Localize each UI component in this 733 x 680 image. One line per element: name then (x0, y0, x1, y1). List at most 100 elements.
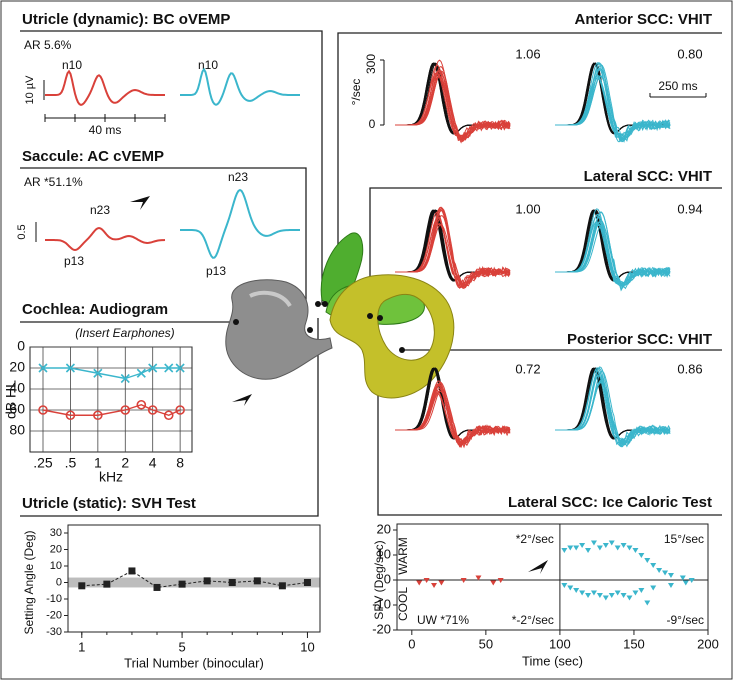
scale-label: 0.5 (16, 224, 28, 239)
marker (596, 593, 603, 598)
plot-area (67, 524, 321, 633)
peak-label: p13 (206, 264, 226, 278)
marker (638, 588, 645, 593)
annotation: -9°/sec (667, 613, 704, 627)
y-tick-label: -30 (46, 626, 62, 638)
annotation: WARM (396, 537, 410, 575)
waveform (45, 69, 165, 106)
marker (650, 563, 657, 568)
gain: 1.06 (515, 46, 540, 61)
y-tick-label: 20 (9, 359, 25, 375)
time-bar (44, 114, 166, 122)
panel-title: Anterior SCC: VHIT (574, 11, 712, 28)
marker (253, 577, 261, 585)
x-tick-label: 1 (94, 455, 102, 471)
marker (93, 368, 103, 378)
y-tick-label: -20 (46, 609, 62, 621)
y-tick-label: -10 (46, 593, 62, 605)
subtitle: (Insert Earphones) (75, 326, 174, 340)
waveform (395, 208, 511, 289)
waveform (555, 224, 671, 285)
marker (136, 399, 147, 410)
annotation: 15°/sec (664, 532, 704, 546)
marker (608, 540, 615, 546)
peak-label: n23 (228, 170, 248, 184)
x-tick-label: 200 (697, 636, 719, 651)
x-tick-label: 4 (149, 455, 157, 471)
x-tick-label: .25 (33, 455, 53, 471)
gain: 1.00 (515, 201, 540, 216)
y-tick-label: 20 (50, 543, 62, 555)
x-tick-label: 5 (178, 639, 185, 654)
vhit-axis-label: 0 (369, 117, 376, 131)
x-tick-label: 8 (176, 455, 184, 471)
y-tick-label: 0 (17, 338, 25, 354)
marker (656, 568, 663, 573)
marker (423, 578, 430, 583)
x-axis-title: kHz (99, 469, 123, 485)
arrowhead (130, 196, 150, 210)
x-tick-label: .5 (65, 455, 77, 471)
marker (567, 585, 574, 591)
scale-label: 10 µV (24, 75, 36, 105)
y-tick-label: 0 (384, 571, 391, 586)
arrowhead (528, 560, 548, 574)
marker (561, 583, 568, 588)
marker (561, 548, 568, 553)
marker (136, 368, 146, 378)
marker (626, 595, 633, 601)
annotation: UW *71% (417, 613, 469, 627)
gain: 0.86 (677, 361, 702, 376)
vhit-axis-title: °/sec (349, 79, 363, 106)
y-tick-label: 10 (50, 560, 62, 572)
time-scale-label: 40 ms (89, 123, 122, 137)
marker (614, 545, 621, 551)
marker (416, 580, 423, 586)
y-tick-label: 0 (56, 576, 62, 588)
y-tick-label: -20 (372, 621, 391, 636)
marker (667, 573, 674, 578)
panel-title: Utricle (dynamic): BC oVEMP (22, 11, 230, 28)
panel-title: Lateral SCC: VHIT (584, 168, 712, 185)
y-tick-label: 80 (9, 422, 25, 438)
marker (65, 410, 76, 421)
marker (662, 570, 669, 576)
marker (667, 583, 674, 588)
marker (78, 582, 86, 590)
x-axis-title: Time (sec) (522, 653, 583, 668)
marker (65, 363, 75, 373)
marker (120, 405, 131, 415)
y-axis-title: Setting Angle (Deg) (22, 530, 36, 634)
marker (644, 600, 651, 606)
asymmetry-ratio: AR *51.1% (24, 175, 83, 189)
arrowhead (232, 394, 252, 406)
peak-label: p13 (64, 254, 84, 268)
marker (175, 405, 185, 415)
marker (644, 558, 651, 563)
waveform (180, 188, 300, 259)
x-tick-label: 1 (78, 639, 85, 654)
connector (337, 32, 722, 300)
marker (38, 363, 48, 373)
waveform (395, 75, 511, 141)
x-tick-label: 50 (479, 636, 493, 651)
marker (608, 593, 615, 598)
marker (431, 583, 438, 588)
marker (497, 578, 504, 583)
series-line (81, 570, 308, 588)
y-axis-title: dB HL (3, 380, 19, 419)
annotation: COOL (396, 587, 410, 621)
x-tick-label: 150 (623, 636, 645, 651)
vhit-axis-label: 300 (364, 54, 378, 74)
marker (585, 593, 592, 598)
marker (590, 590, 597, 596)
marker (153, 583, 161, 591)
marker (602, 543, 609, 548)
marker (620, 543, 627, 548)
panel-title: Lateral SCC: Ice Caloric Test (508, 494, 712, 511)
marker (626, 545, 633, 551)
marker (93, 410, 103, 421)
y-tick-label: 60 (9, 401, 25, 417)
time-bar (649, 93, 707, 98)
connector (20, 30, 323, 305)
